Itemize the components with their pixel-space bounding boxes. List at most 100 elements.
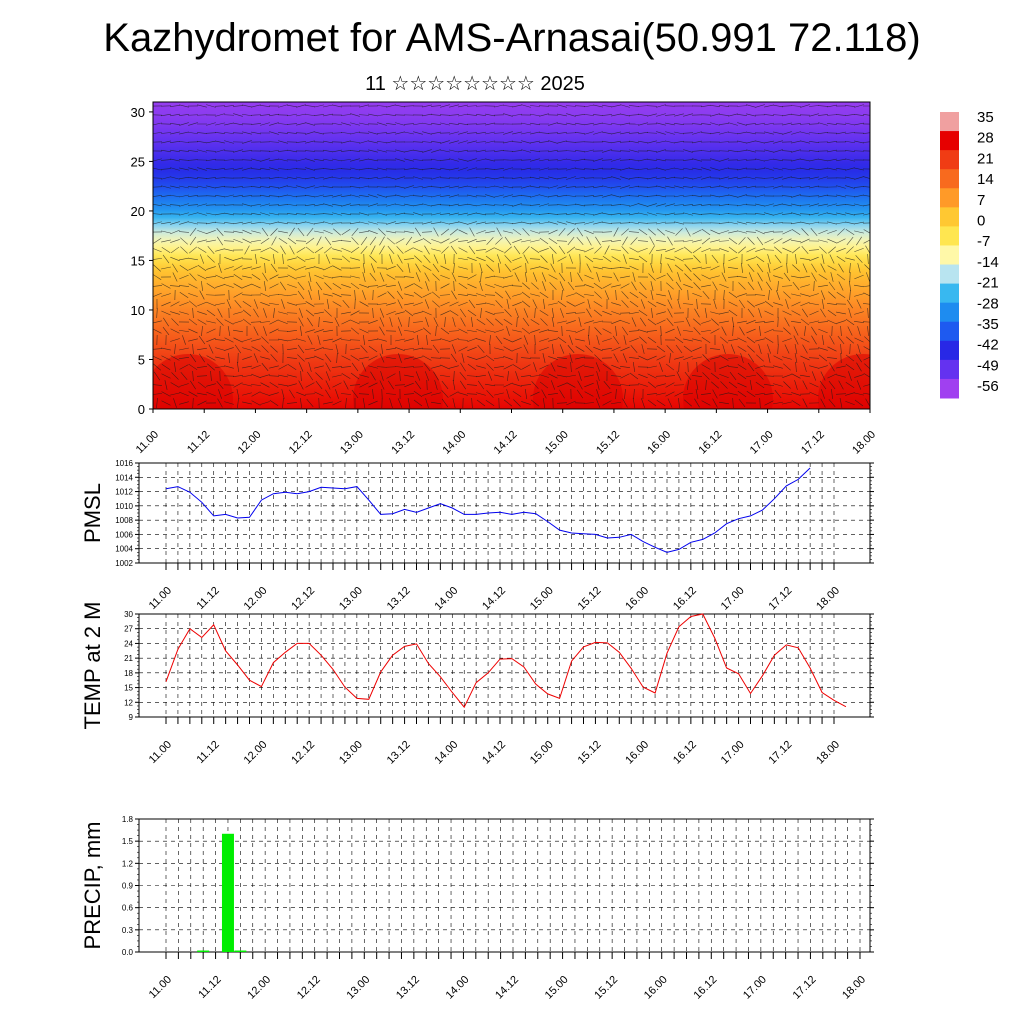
wind-vector bbox=[764, 300, 774, 308]
wind-vector bbox=[638, 168, 648, 170]
panel-frame bbox=[138, 818, 871, 953]
wind-vector bbox=[281, 299, 285, 309]
wind-vector bbox=[558, 227, 566, 237]
x-tick-label: 14.00 bbox=[444, 974, 472, 1002]
wind-vector bbox=[385, 195, 397, 197]
wind-vector bbox=[737, 337, 747, 343]
wind-vector bbox=[740, 353, 744, 363]
wind-vector bbox=[791, 229, 801, 235]
wind-vector bbox=[163, 317, 169, 327]
wind-vector bbox=[811, 335, 817, 345]
wind-vector bbox=[629, 221, 639, 225]
wind-vector bbox=[404, 149, 414, 153]
wind-vector bbox=[380, 371, 384, 381]
wind-vector bbox=[567, 344, 575, 354]
wind-vector bbox=[557, 300, 567, 308]
x-tick-label: 11.00 bbox=[147, 585, 174, 612]
wind-vector bbox=[250, 249, 262, 251]
wind-vector bbox=[296, 185, 306, 189]
wind-vector bbox=[260, 212, 270, 216]
wind-vector bbox=[169, 285, 181, 287]
wind-vector bbox=[287, 302, 297, 306]
precip-panel: 0.00.30.60.91.21.51.811.00 11.12 12.00 12.1… bbox=[80, 815, 874, 1002]
wind-vector bbox=[306, 227, 314, 237]
wind-vector bbox=[548, 237, 558, 245]
wind-vector bbox=[593, 122, 603, 126]
wind-vector bbox=[647, 336, 657, 344]
wind-vector bbox=[360, 345, 368, 353]
wind-vector bbox=[192, 397, 194, 409]
wind-vector bbox=[197, 311, 207, 315]
wind-vector bbox=[629, 167, 639, 171]
wind-vector bbox=[523, 308, 529, 318]
wind-vector bbox=[755, 104, 765, 108]
wind-vector bbox=[305, 356, 315, 360]
wind-vector bbox=[673, 177, 685, 179]
colorbar-label: 7 bbox=[977, 192, 985, 209]
wind-vector bbox=[602, 338, 612, 342]
wind-vector bbox=[368, 400, 378, 406]
wind-vector bbox=[728, 113, 738, 117]
wind-vector bbox=[512, 383, 522, 387]
wind-vector bbox=[161, 310, 171, 316]
wind-vector bbox=[389, 254, 393, 264]
wind-vector bbox=[440, 338, 450, 342]
wind-vector bbox=[214, 177, 226, 179]
wind-vector bbox=[728, 237, 738, 245]
wind-vector bbox=[413, 176, 423, 180]
wind-vector bbox=[350, 122, 360, 126]
wind-vector bbox=[683, 176, 693, 180]
wind-vector bbox=[512, 104, 522, 108]
wind-vector bbox=[593, 204, 603, 206]
wind-vector bbox=[629, 176, 639, 180]
wind-vector bbox=[782, 356, 792, 360]
wind-vector bbox=[737, 275, 747, 279]
wind-vector bbox=[700, 393, 712, 395]
x-tick-label: 11.00 bbox=[147, 739, 174, 766]
wind-vector bbox=[161, 203, 171, 207]
wind-vector bbox=[746, 104, 756, 108]
wind-vector bbox=[692, 186, 702, 188]
wind-vector bbox=[723, 262, 725, 274]
wind-vector bbox=[866, 272, 870, 282]
wind-vector bbox=[314, 266, 324, 270]
y-tick-label: 1006 bbox=[115, 530, 133, 539]
wind-vector bbox=[305, 114, 315, 116]
wind-vector bbox=[863, 132, 870, 134]
wind-vector bbox=[682, 204, 694, 206]
wind-vector bbox=[279, 281, 287, 291]
wind-vector bbox=[341, 122, 351, 126]
wind-vector bbox=[783, 291, 791, 299]
wind-vector bbox=[719, 365, 729, 369]
wind-vector bbox=[341, 355, 351, 361]
wind-vector bbox=[206, 230, 216, 234]
wind-vector bbox=[201, 325, 203, 337]
wind-vector bbox=[755, 194, 765, 198]
wind-vector bbox=[566, 293, 576, 297]
wind-vector bbox=[161, 293, 171, 297]
wind-vector bbox=[666, 282, 674, 290]
wind-vector bbox=[370, 263, 376, 273]
wind-vector bbox=[305, 204, 315, 206]
wind-vector bbox=[296, 275, 306, 279]
wind-vector bbox=[539, 194, 549, 198]
wind-vector bbox=[792, 264, 800, 272]
wind-vector bbox=[458, 204, 468, 206]
wind-vector bbox=[342, 300, 350, 308]
wind-vector bbox=[783, 272, 791, 282]
wind-vector bbox=[372, 307, 374, 319]
wind-vector bbox=[522, 228, 530, 236]
wind-vector bbox=[603, 380, 611, 390]
wind-vector bbox=[512, 194, 522, 198]
wind-vector bbox=[287, 374, 297, 378]
wind-vector bbox=[800, 301, 810, 307]
wind-vector bbox=[260, 292, 270, 298]
wind-vector bbox=[298, 380, 304, 390]
wind-vector bbox=[857, 344, 861, 354]
wind-vector bbox=[667, 308, 673, 318]
wind-vector bbox=[504, 309, 512, 317]
wind-vector bbox=[413, 399, 423, 407]
wind-vector bbox=[638, 355, 648, 361]
wind-vector bbox=[530, 113, 540, 117]
wind-vector bbox=[557, 131, 567, 135]
